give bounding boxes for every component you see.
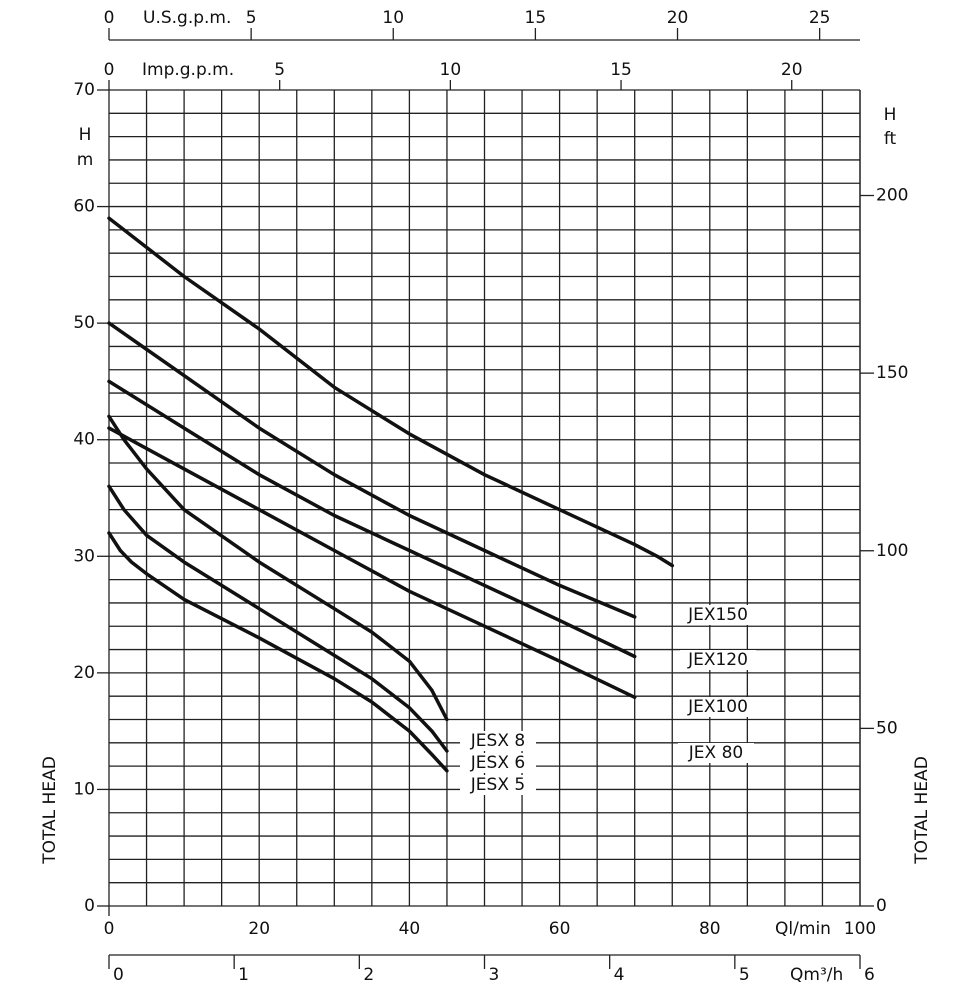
- label-bg: [678, 743, 754, 763]
- series-label: JEX 80: [688, 743, 743, 763]
- x-tick-label: 15: [610, 60, 632, 80]
- label-bg: [460, 775, 536, 795]
- x-tick-label: 15: [525, 8, 547, 28]
- y-unit: H: [79, 125, 92, 145]
- label-bg: [680, 650, 756, 670]
- label-bg: [460, 753, 536, 773]
- y-unit: m: [77, 150, 94, 170]
- x-tick-label: 0: [104, 60, 115, 80]
- series-label: JEX100: [687, 697, 748, 717]
- series-label: JESX 6: [470, 753, 525, 773]
- y-tick-label: 0: [84, 896, 95, 916]
- curve: [107, 379, 637, 659]
- y-axis-label: TOTAL HEAD: [40, 756, 60, 865]
- x-tick-label: 5: [274, 60, 285, 80]
- y2-axis-label: TOTAL HEAD: [912, 756, 932, 865]
- x-tick-label: 20: [248, 919, 270, 939]
- y-tick-label: 70: [73, 80, 95, 100]
- label-bg: [460, 731, 536, 751]
- x-tick-label: 20: [781, 60, 803, 80]
- label-bg: [680, 697, 756, 717]
- y2-tick-label: 0: [876, 896, 887, 916]
- x-axis-label: U.S.g.p.m.: [143, 8, 231, 28]
- curve: [107, 426, 637, 700]
- series-label: JESX 8: [470, 731, 525, 751]
- x-tick-label: 40: [399, 919, 421, 939]
- x-tick-label: 10: [440, 60, 462, 80]
- x-tick-label: 60: [549, 919, 571, 939]
- y2-tick-label: 100: [876, 541, 908, 561]
- x-tick-label: 25: [809, 8, 831, 28]
- series-label: JEX150: [687, 605, 748, 625]
- series-label: JESX 5: [470, 775, 525, 795]
- x-tick-label: 20: [667, 8, 689, 28]
- y-tick-label: 10: [73, 779, 95, 799]
- curve: [107, 484, 449, 753]
- curve: [107, 216, 675, 568]
- x-tick-label: 5: [246, 8, 257, 28]
- x-tick-label: 0: [113, 965, 124, 985]
- x-tick-label: 5: [739, 965, 750, 985]
- y2-unit: ft: [884, 129, 897, 149]
- x-axis-label: Qm³/h: [790, 965, 843, 985]
- y-tick-label: 60: [73, 197, 95, 217]
- curve: [107, 531, 449, 773]
- curve: [107, 321, 637, 619]
- x-tick-label: 10: [382, 8, 404, 28]
- x-tick-label: 0: [104, 919, 115, 939]
- x-tick-label: 4: [614, 965, 625, 985]
- x-tick-label: 3: [489, 965, 500, 985]
- x-tick-label: 0: [104, 8, 115, 28]
- y2-unit: H: [884, 105, 897, 125]
- y-tick-label: 20: [73, 663, 95, 683]
- series-label: JEX120: [687, 650, 748, 670]
- x-tick-label: 2: [363, 965, 374, 985]
- x-tick-label: 100: [844, 919, 876, 939]
- x-tick-label: 6: [864, 965, 875, 985]
- x-axis-label: Ql/min: [775, 919, 831, 939]
- x-tick-label: 1: [238, 965, 249, 985]
- y2-tick-label: 150: [876, 363, 908, 383]
- y2-tick-label: 50: [876, 718, 898, 738]
- y-tick-label: 30: [73, 546, 95, 566]
- y-tick-label: 40: [73, 430, 95, 450]
- y-tick-label: 50: [73, 313, 95, 333]
- x-axis-label: Imp.g.p.m.: [142, 60, 234, 80]
- label-bg: [680, 605, 756, 625]
- curve: [107, 414, 449, 722]
- y2-tick-label: 200: [876, 186, 908, 206]
- x-tick-label: 80: [699, 919, 721, 939]
